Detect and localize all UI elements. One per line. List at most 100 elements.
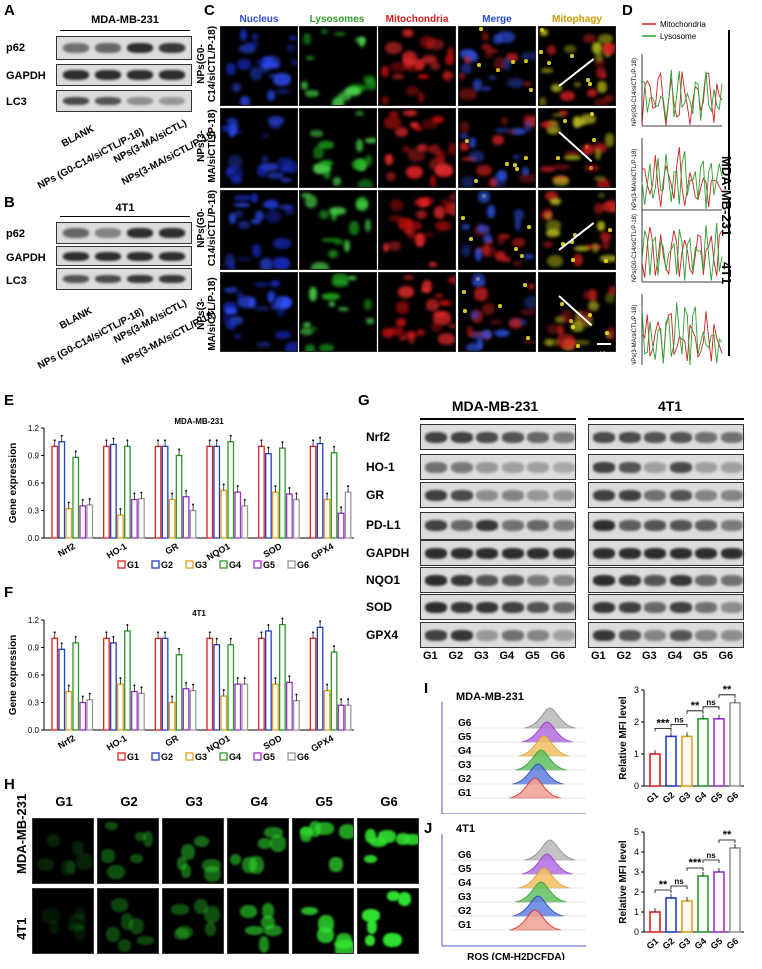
stain-blob — [274, 88, 290, 95]
panel-g-blot — [588, 512, 744, 540]
gfp-image — [162, 818, 224, 884]
data-point — [185, 681, 188, 684]
flow-peak-G2 — [511, 895, 565, 917]
colocalized-spot — [512, 163, 517, 168]
stain-blob — [601, 43, 615, 56]
gfp-image — [227, 818, 289, 884]
stain-blob — [236, 291, 243, 298]
stain-blob — [496, 330, 508, 338]
stain-blob — [255, 212, 265, 220]
stain-blob — [332, 176, 341, 186]
blot-band — [450, 630, 473, 641]
gfp-cell — [244, 926, 264, 936]
panel-i-histogram: MDA-MB-231G6G5G4G3G2G1ROS (CM-H2DCFDA) — [441, 691, 586, 814]
stain-blob — [547, 338, 561, 347]
panel-g-blot — [588, 540, 744, 566]
gfp-cell — [134, 832, 146, 842]
stain-blob — [426, 39, 445, 50]
significance-bracket — [702, 859, 720, 863]
stain-blob — [512, 237, 525, 248]
stain-blob — [403, 274, 414, 280]
stain-blob — [553, 176, 570, 186]
stain-blob — [433, 205, 445, 219]
blot-band — [63, 97, 89, 105]
stain-blob — [300, 327, 313, 335]
stain-blob — [583, 164, 601, 172]
colocalized-spot — [462, 289, 467, 294]
significance-bracket — [670, 724, 688, 728]
stain-blob — [473, 286, 488, 301]
stain-blob — [429, 174, 437, 187]
panel-b-row-label-2: LC3 — [6, 275, 27, 287]
significance-bracket — [670, 885, 688, 889]
gfp-cell — [318, 915, 334, 933]
stain-blob — [397, 286, 415, 298]
bar-G4 — [72, 642, 80, 731]
stain-blob — [355, 36, 366, 44]
panel-c-row-0: NPs(G0-C14/siCTL/P-18) — [196, 25, 218, 103]
panel-g-cell-1: 4T1 — [657, 398, 683, 414]
data-point — [326, 683, 329, 686]
stain-blob — [322, 293, 341, 300]
stain-blob — [554, 315, 566, 323]
stain-blob — [439, 300, 452, 307]
bar-G2 — [110, 443, 117, 539]
blot-band — [552, 548, 575, 559]
panel-g-row-label: GR — [366, 488, 384, 502]
stain-blob — [494, 250, 507, 261]
blot-band — [63, 70, 89, 80]
stain-blob — [226, 321, 237, 330]
gfp-cell — [365, 829, 376, 843]
bar-G6 — [293, 700, 300, 731]
bar-G3 — [681, 735, 693, 787]
blot-band — [425, 490, 447, 501]
gfp-cell — [74, 907, 87, 920]
blot-band — [127, 275, 153, 283]
panel-a-row-label-1: GAPDH — [6, 70, 46, 82]
stain-blob — [489, 75, 497, 81]
panel-a-row-label-2: LC3 — [6, 96, 27, 108]
blot-band — [644, 575, 666, 586]
data-point — [222, 483, 225, 486]
stain-blob — [234, 211, 243, 217]
panel-a-row-label-0: p62 — [6, 42, 25, 54]
panel-g-row-label: PD-L1 — [366, 518, 401, 532]
stain-blob — [251, 218, 261, 225]
blot-band — [527, 462, 549, 473]
stain-blob — [483, 243, 491, 256]
stain-blob — [231, 82, 241, 93]
flow-group-label: G3 — [458, 892, 472, 903]
colocalized-spot — [495, 67, 500, 72]
bar-G6 — [344, 491, 352, 539]
stain-blob — [386, 171, 397, 182]
panel-d-label: D — [622, 2, 633, 19]
stain-blob — [277, 308, 286, 316]
stain-blob — [493, 33, 502, 44]
blot-band — [501, 462, 524, 473]
gfp-cell — [193, 836, 210, 848]
profile-ylabel: NPs(3-MA/siCTL/P-18) — [632, 305, 638, 365]
category-label: HO-1 — [105, 733, 129, 752]
colocalized-spot — [505, 161, 510, 166]
stain-blob — [236, 59, 252, 70]
gfp-cell — [370, 837, 388, 848]
stain-blob — [513, 209, 524, 220]
stain-blob — [229, 121, 240, 129]
stain-blob — [506, 52, 518, 62]
blot-band — [425, 602, 447, 613]
mitochondria-profile — [641, 311, 723, 362]
category-label: Nrf2 — [56, 733, 77, 751]
legend-label: G4 — [229, 560, 241, 570]
panel-b-lane-0: BLANK — [58, 305, 95, 332]
panel-g-blot — [420, 540, 576, 566]
stain-blob — [389, 214, 404, 223]
stain-blob — [547, 128, 561, 134]
gfp-cell — [110, 898, 128, 912]
category-label: HO-1 — [105, 541, 129, 560]
flow-x-label: ROS (CM-H2DCFDA) — [467, 952, 565, 960]
stain-blob — [344, 86, 362, 97]
panel-c-col-lysosomes: Lysosomes — [309, 14, 365, 25]
bar-G3 — [681, 900, 693, 933]
bar-G3 — [117, 683, 124, 731]
stain-blob — [545, 220, 562, 232]
